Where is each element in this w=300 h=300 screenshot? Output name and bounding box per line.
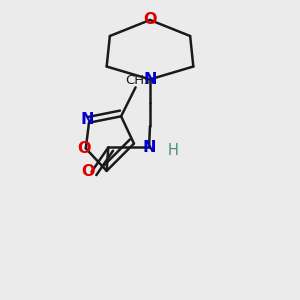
Text: O: O bbox=[77, 141, 91, 156]
Text: O: O bbox=[143, 13, 157, 28]
Text: H: H bbox=[168, 143, 178, 158]
Text: O: O bbox=[82, 164, 95, 179]
Text: N: N bbox=[81, 112, 94, 127]
Text: CH₃: CH₃ bbox=[125, 74, 149, 88]
Text: N: N bbox=[142, 140, 156, 155]
Text: N: N bbox=[143, 72, 157, 87]
